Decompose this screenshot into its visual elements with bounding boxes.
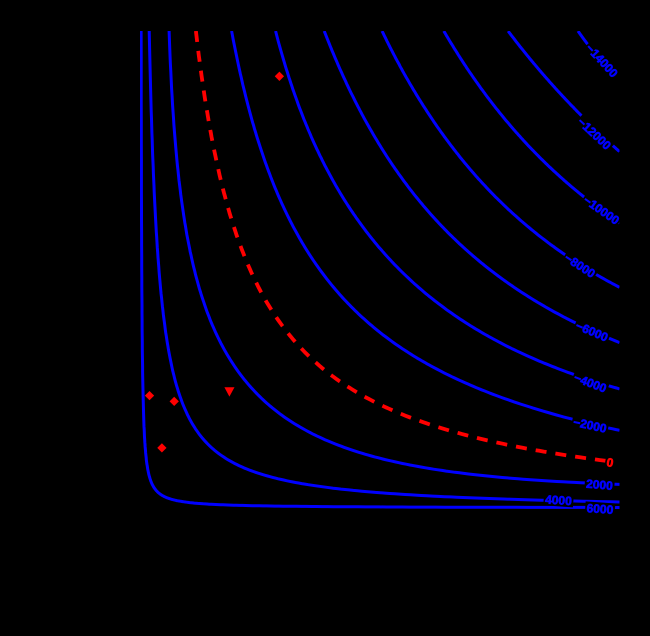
svg-text:6000: 6000 <box>586 501 614 517</box>
svg-text:2000: 2000 <box>586 477 614 493</box>
svg-text:0: 0 <box>605 455 614 470</box>
svg-text:4000: 4000 <box>545 492 573 508</box>
